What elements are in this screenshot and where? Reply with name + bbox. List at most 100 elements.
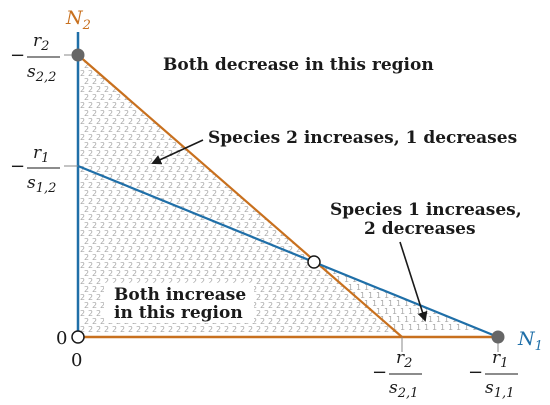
svg-text:2: 2 (116, 189, 121, 198)
svg-text:1: 1 (328, 163, 333, 172)
svg-text:2: 2 (212, 237, 217, 246)
svg-text:2: 2 (296, 101, 301, 110)
svg-text:2: 2 (200, 277, 205, 286)
svg-text:1: 1 (240, 163, 245, 172)
svg-text:2: 2 (328, 117, 333, 126)
svg-text:2: 2 (164, 205, 169, 214)
svg-text:1: 1 (484, 171, 489, 180)
svg-text:2: 2 (256, 261, 261, 270)
svg-text:2: 2 (148, 141, 153, 150)
svg-text:2: 2 (280, 85, 285, 94)
svg-text:2: 2 (224, 197, 229, 206)
svg-text:2: 2 (332, 77, 337, 86)
svg-text:2: 2 (200, 229, 205, 238)
svg-text:2: 2 (292, 77, 297, 86)
svg-text:1: 1 (328, 179, 333, 188)
svg-text:2: 2 (200, 181, 205, 190)
svg-text:r2: r2 (396, 348, 412, 371)
svg-text:1: 1 (464, 291, 469, 300)
svg-text:2: 2 (132, 269, 137, 278)
svg-text:2: 2 (80, 325, 85, 334)
svg-text:1: 1 (364, 283, 369, 292)
svg-text:2: 2 (244, 237, 249, 246)
svg-text:1: 1 (304, 195, 309, 204)
svg-text:2: 2 (356, 221, 361, 230)
svg-text:2: 2 (184, 133, 189, 142)
svg-text:1: 1 (444, 187, 449, 196)
svg-text:2: 2 (312, 245, 317, 254)
svg-text:2: 2 (152, 213, 157, 222)
svg-text:2: 2 (88, 325, 93, 334)
svg-text:2: 2 (340, 221, 345, 230)
svg-text:1: 1 (424, 243, 429, 252)
svg-text:1: 1 (384, 243, 389, 252)
svg-text:2: 2 (276, 173, 281, 182)
svg-text:2: 2 (184, 165, 189, 174)
svg-text:2: 2 (360, 149, 365, 158)
svg-text:1: 1 (492, 171, 497, 180)
svg-text:2: 2 (160, 133, 165, 142)
svg-text:1: 1 (380, 187, 385, 196)
svg-text:2: 2 (368, 85, 373, 94)
svg-text:1: 1 (368, 163, 373, 172)
svg-text:2: 2 (320, 213, 325, 222)
svg-text:2: 2 (204, 77, 209, 86)
svg-text:1: 1 (268, 187, 273, 196)
svg-text:2: 2 (128, 181, 133, 190)
svg-text:2: 2 (348, 221, 353, 230)
svg-text:2: 2 (156, 189, 161, 198)
svg-text:2: 2 (124, 125, 129, 134)
svg-text:1: 1 (476, 267, 481, 276)
svg-text:2: 2 (228, 205, 233, 214)
svg-text:1: 1 (356, 283, 361, 292)
svg-text:1: 1 (360, 259, 365, 268)
svg-text:2: 2 (116, 205, 121, 214)
svg-text:2: 2 (328, 245, 333, 254)
svg-text:1: 1 (476, 219, 481, 228)
svg-text:2: 2 (144, 213, 149, 222)
svg-text:1: 1 (484, 283, 489, 292)
svg-text:2: 2 (304, 149, 309, 158)
svg-text:2: 2 (272, 213, 277, 222)
svg-text:2: 2 (384, 117, 389, 126)
svg-text:2: 2 (356, 317, 361, 326)
svg-text:2: 2 (272, 261, 277, 270)
svg-text:2: 2 (320, 309, 325, 318)
label-species1-increases-line2: 2 decreases (364, 219, 476, 239)
svg-text:2: 2 (216, 117, 221, 126)
svg-text:1: 1 (348, 235, 353, 244)
svg-text:2: 2 (176, 229, 181, 238)
svg-text:2: 2 (92, 317, 97, 326)
svg-text:2: 2 (132, 61, 137, 70)
svg-text:2: 2 (328, 325, 333, 334)
svg-text:2: 2 (288, 117, 293, 126)
svg-text:2: 2 (144, 133, 149, 142)
svg-text:2: 2 (96, 85, 101, 94)
svg-text:2: 2 (304, 197, 309, 206)
svg-text:1: 1 (244, 171, 249, 180)
svg-text:2: 2 (80, 85, 85, 94)
svg-text:1: 1 (248, 179, 253, 188)
svg-text:1: 1 (488, 291, 493, 300)
svg-text:2: 2 (384, 85, 389, 94)
svg-text:2: 2 (176, 181, 181, 190)
svg-text:2: 2 (120, 117, 125, 126)
svg-text:2: 2 (264, 165, 269, 174)
svg-text:1: 1 (388, 187, 393, 196)
svg-text:2: 2 (116, 125, 121, 134)
svg-text:2: 2 (116, 269, 121, 278)
svg-text:2: 2 (164, 157, 169, 166)
svg-text:1: 1 (280, 179, 285, 188)
svg-text:1: 1 (312, 195, 317, 204)
svg-text:2: 2 (104, 133, 109, 142)
svg-text:2: 2 (156, 237, 161, 246)
svg-text:2: 2 (140, 237, 145, 246)
svg-text:1: 1 (464, 243, 469, 252)
svg-text:2: 2 (356, 157, 361, 166)
svg-text:1: 1 (380, 267, 385, 276)
svg-text:2: 2 (280, 117, 285, 126)
svg-text:2: 2 (100, 125, 105, 134)
svg-text:2: 2 (280, 181, 285, 190)
svg-text:2: 2 (132, 109, 137, 118)
svg-text:2: 2 (112, 85, 117, 94)
